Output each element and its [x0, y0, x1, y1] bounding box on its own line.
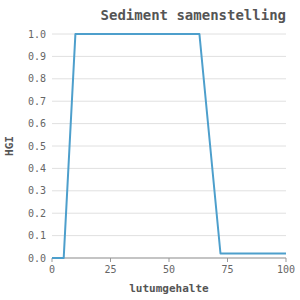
axis-line [52, 258, 286, 259]
tick-label: 0.3 [28, 185, 46, 196]
tick-label: 0.4 [28, 163, 46, 174]
tick-mark [169, 258, 170, 262]
title: Sediment samenstelling [101, 7, 286, 23]
tick-label: 0.2 [28, 208, 46, 219]
tick-label: 0.6 [28, 118, 46, 129]
grid-line [52, 235, 286, 236]
grid-line [52, 146, 286, 147]
y-axis-label: HGI [3, 136, 16, 156]
tick-label: 0.0 [28, 253, 46, 264]
plot-area [52, 34, 286, 258]
chart-container: 0.0 0.1 0.2 0.3 0.4 0.5 0.6 0.7 0.8 0.9 1.0 0 25 50 75… [0, 0, 300, 300]
tick-mark [286, 258, 287, 262]
x-axis: 0 25 50 75 100 [49, 258, 295, 275]
grid-line [52, 56, 286, 57]
grid-line [52, 101, 286, 102]
tick-label: 0.7 [28, 96, 46, 107]
grid-line [52, 213, 286, 214]
tick-label: 100 [277, 264, 295, 275]
tick-label: 25 [104, 264, 116, 275]
tick-mark [110, 258, 111, 262]
x-axis-label: lutumgehalte [129, 282, 209, 295]
tick-label: 0.5 [28, 141, 46, 152]
tick-label: 0.9 [28, 51, 46, 62]
tick-label: 1.0 [28, 29, 46, 40]
grid-line [52, 258, 286, 259]
tick-label: 0.8 [28, 73, 46, 84]
tick-label: 0 [49, 264, 55, 275]
y-axis: 0.0 0.1 0.2 0.3 0.4 0.5 0.6 0.7 0.8 0.9 1.0 [28, 29, 286, 264]
chart: 0.0 0.1 0.2 0.3 0.4 0.5 0.6 0.7 0.8 0.9 1.0 0 25 50 75… [0, 0, 300, 300]
grid-line [52, 190, 286, 191]
grid-line [52, 123, 286, 124]
tick-label: 50 [163, 264, 175, 275]
background [0, 0, 300, 300]
grid-line [52, 78, 286, 79]
tick-mark [227, 258, 228, 262]
line [52, 34, 286, 258]
grid-line [52, 168, 286, 169]
tick-label: 0.1 [28, 230, 46, 241]
tick-label: 75 [221, 264, 233, 275]
